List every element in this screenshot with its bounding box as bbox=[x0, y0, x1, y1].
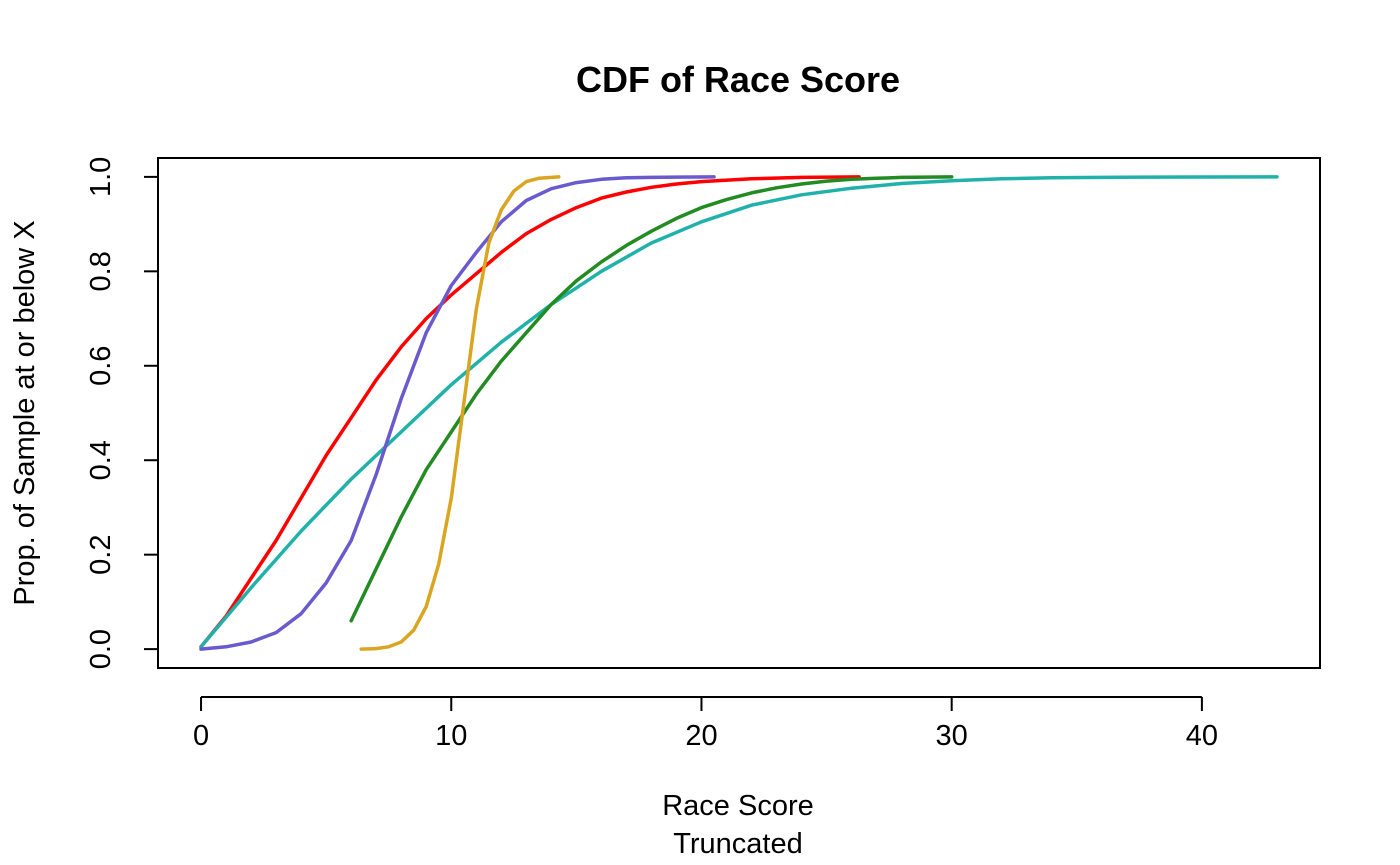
y-tick-label-0: 0.0 bbox=[85, 629, 117, 669]
x-tick-label-2: 20 bbox=[685, 720, 717, 752]
x-tick-label-3: 30 bbox=[936, 720, 968, 752]
chart-title: CDF of Race Score bbox=[576, 59, 900, 100]
y-axis-label: Prop. of Sample at or below X bbox=[9, 220, 41, 605]
x-tick-label-0: 0 bbox=[193, 720, 209, 752]
y-tick-label-1: 0.2 bbox=[85, 535, 117, 575]
x-axis-label: Race Score bbox=[662, 790, 814, 822]
x-axis-sublabel: Truncated bbox=[673, 828, 803, 860]
series-line-2 bbox=[199, 175, 1279, 649]
series-line-5 bbox=[359, 175, 561, 651]
y-tick-label-3: 0.6 bbox=[85, 346, 117, 386]
y-tick-label-5: 1.0 bbox=[85, 157, 117, 197]
series-line-1 bbox=[199, 175, 861, 649]
x-axis: 0 10 20 30 40 bbox=[193, 696, 1218, 752]
y-tick-label-2: 0.4 bbox=[85, 440, 117, 480]
y-axis: 0.0 0.2 0.4 0.6 0.8 1.0 bbox=[85, 157, 159, 669]
series-line-3 bbox=[199, 175, 716, 651]
series-line-4 bbox=[349, 175, 954, 623]
y-tick-label-4: 0.8 bbox=[85, 251, 117, 291]
x-tick-label-4: 40 bbox=[1186, 720, 1218, 752]
x-tick-label-1: 10 bbox=[435, 720, 467, 752]
plot-frame bbox=[157, 157, 1321, 669]
series-layer bbox=[199, 175, 1279, 651]
